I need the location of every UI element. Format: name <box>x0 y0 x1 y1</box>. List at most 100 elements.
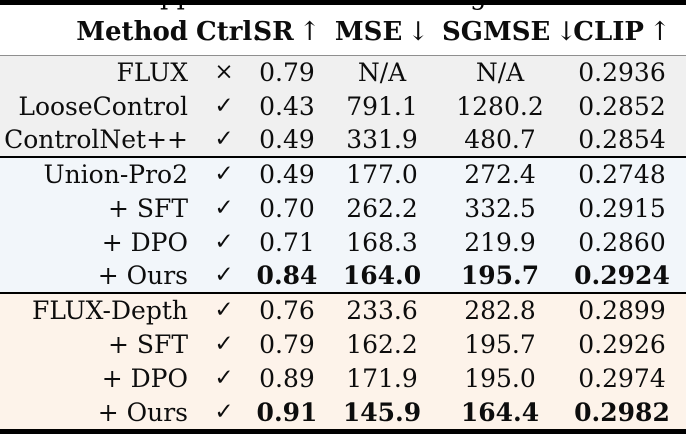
table-row: + Ours ✓ 0.84 164.0 195.7 0.2924 <box>0 259 686 293</box>
cell-sr: 0.71 <box>252 225 322 259</box>
cell-method: + DPO <box>0 361 196 395</box>
table-bottom-rule <box>0 429 686 434</box>
cell-method: FLUX <box>0 55 196 89</box>
checkmark-icon: ✓ <box>214 161 234 187</box>
cell-sr-value: 0.79 <box>259 329 315 359</box>
cell-clip-value: 0.2974 <box>578 363 666 393</box>
cell-clip-value: 0.2936 <box>578 57 666 87</box>
cell-sgmse-value: 1280.2 <box>456 91 544 121</box>
cell-sr-value: 0.49 <box>259 125 315 154</box>
cell-method-value: + DPO <box>101 363 188 393</box>
table-body: FLUX × 0.79 N/A N/A 0.2936 LooseControl ✓ 0.43 79… <box>0 55 686 429</box>
cell-sr-value: 0.89 <box>259 363 315 393</box>
cross-icon: × <box>214 58 234 85</box>
header-clip: CLIP ↑ <box>558 10 686 56</box>
cell-sgmse-value: 282.8 <box>464 296 536 325</box>
cell-sr: 0.84 <box>252 259 322 293</box>
cell-sr: 0.49 <box>252 156 322 191</box>
cell-method: + Ours <box>0 259 196 293</box>
cell-clip: 0.2924 <box>558 259 686 293</box>
cell-sgmse-value: 195.0 <box>464 363 536 393</box>
cell-sgmse-value: 195.7 <box>464 329 536 359</box>
cell-mse: 168.3 <box>322 225 442 259</box>
checkmark-icon: ✓ <box>214 92 234 119</box>
table-row: FLUX-Depth ✓ 0.76 233.6 282.8 0.2899 <box>0 292 686 327</box>
header-ctrl: Ctrl. <box>196 10 261 56</box>
cell-method-value: FLUX-Depth <box>32 296 188 325</box>
table-header: Method Ctrl. SR ↑ MSE ↓ SGMSE ↓ CLIP ↑ <box>0 10 686 56</box>
cell-method: Union-Pro2 <box>0 156 196 191</box>
down-arrow-icon: ↓ <box>407 17 430 48</box>
cell-ctrl: ✓ <box>196 156 252 191</box>
header-sr-label: SR <box>253 17 294 48</box>
cell-ctrl: × <box>196 55 252 89</box>
cell-method: + DPO <box>0 225 196 259</box>
cell-method: LooseControl <box>0 89 196 123</box>
cell-clip: 0.2860 <box>558 225 686 259</box>
cell-sgmse-value: 219.9 <box>464 227 536 257</box>
cell-method-value: + Ours <box>97 261 188 290</box>
cell-mse-value: 233.6 <box>346 296 418 325</box>
cell-sgmse-value: 195.7 <box>460 261 540 290</box>
cell-sgmse: 332.5 <box>442 191 558 225</box>
table-row: ControlNet++ ✓ 0.49 331.9 480.7 0.2854 <box>0 123 686 157</box>
cell-method-value: + DPO <box>101 227 188 257</box>
up-arrow-icon: ↑ <box>648 17 671 48</box>
cell-mse: 791.1 <box>322 89 442 123</box>
up-arrow-icon: ↑ <box>298 17 321 48</box>
cell-method: ControlNet++ <box>0 123 196 157</box>
cell-mse: N/A <box>322 55 442 89</box>
checkmark-icon: ✓ <box>214 194 234 221</box>
cell-sgmse: 282.8 <box>442 292 558 327</box>
table-row: + Ours ✓ 0.91 145.9 164.4 0.2982 <box>0 395 686 429</box>
cell-sr: 0.43 <box>252 89 322 123</box>
cell-method-value: LooseControl <box>18 91 188 121</box>
cell-clip: 0.2854 <box>558 123 686 157</box>
cell-mse-value: 168.3 <box>346 227 418 257</box>
cell-method-value: ControlNet++ <box>4 125 188 154</box>
cell-method-value: FLUX <box>116 57 188 87</box>
cell-clip-value: 0.2926 <box>578 329 666 359</box>
header-row: Method Ctrl. SR ↑ MSE ↓ SGMSE ↓ CLIP ↑ <box>0 10 686 56</box>
header-sgmse: SGMSE ↓ <box>442 10 577 56</box>
cell-clip-value: 0.2852 <box>578 91 666 121</box>
cell-method: FLUX-Depth <box>0 292 196 327</box>
cell-sr: 0.49 <box>252 123 322 157</box>
cell-mse: 177.0 <box>322 156 442 191</box>
header-method: Method <box>0 10 196 56</box>
cell-mse-value: 145.9 <box>342 397 422 427</box>
checkmark-icon: ✓ <box>214 126 234 152</box>
down-arrow-icon: ↓ <box>555 17 578 48</box>
cell-sr-value: 0.49 <box>259 160 315 189</box>
cell-sgmse: 195.7 <box>442 259 558 293</box>
cell-method-value: + Ours <box>97 397 188 427</box>
cell-sr-value: 0.84 <box>256 261 318 290</box>
cell-method-value: + SFT <box>107 193 188 223</box>
cell-clip-value: 0.2860 <box>578 227 666 257</box>
cell-sr: 0.70 <box>252 191 322 225</box>
cell-mse-value: 331.9 <box>346 125 418 154</box>
cell-mse-value: 164.0 <box>342 261 422 290</box>
checkmark-icon: ✓ <box>214 228 234 255</box>
table-row: + SFT ✓ 0.79 162.2 195.7 0.2926 <box>0 327 686 361</box>
cell-clip-value: 0.2915 <box>578 193 666 223</box>
cell-sgmse-value: 164.4 <box>460 397 540 427</box>
cell-sr-value: 0.76 <box>259 296 315 325</box>
cell-clip-value: 0.2748 <box>578 160 666 189</box>
cell-mse-value: 177.0 <box>346 160 418 189</box>
header-sr: SR ↑ <box>252 10 322 56</box>
checkmark-icon: ✓ <box>214 262 234 288</box>
cell-clip-value: 0.2924 <box>574 261 670 290</box>
cell-mse: 262.2 <box>322 191 442 225</box>
table-row: Union-Pro2 ✓ 0.49 177.0 272.4 0.2748 <box>0 156 686 191</box>
cell-mse-value: 791.1 <box>346 91 418 121</box>
cell-ctrl: ✓ <box>196 191 252 225</box>
cell-clip: 0.2936 <box>558 55 686 89</box>
cell-clip-value: 0.2854 <box>578 125 666 154</box>
cell-clip: 0.2915 <box>558 191 686 225</box>
cell-clip: 0.2926 <box>558 327 686 361</box>
cell-sgmse: 272.4 <box>442 156 558 191</box>
cell-method: + SFT <box>0 327 196 361</box>
cell-ctrl: ✓ <box>196 361 252 395</box>
table-row: + SFT ✓ 0.70 262.2 332.5 0.2915 <box>0 191 686 225</box>
